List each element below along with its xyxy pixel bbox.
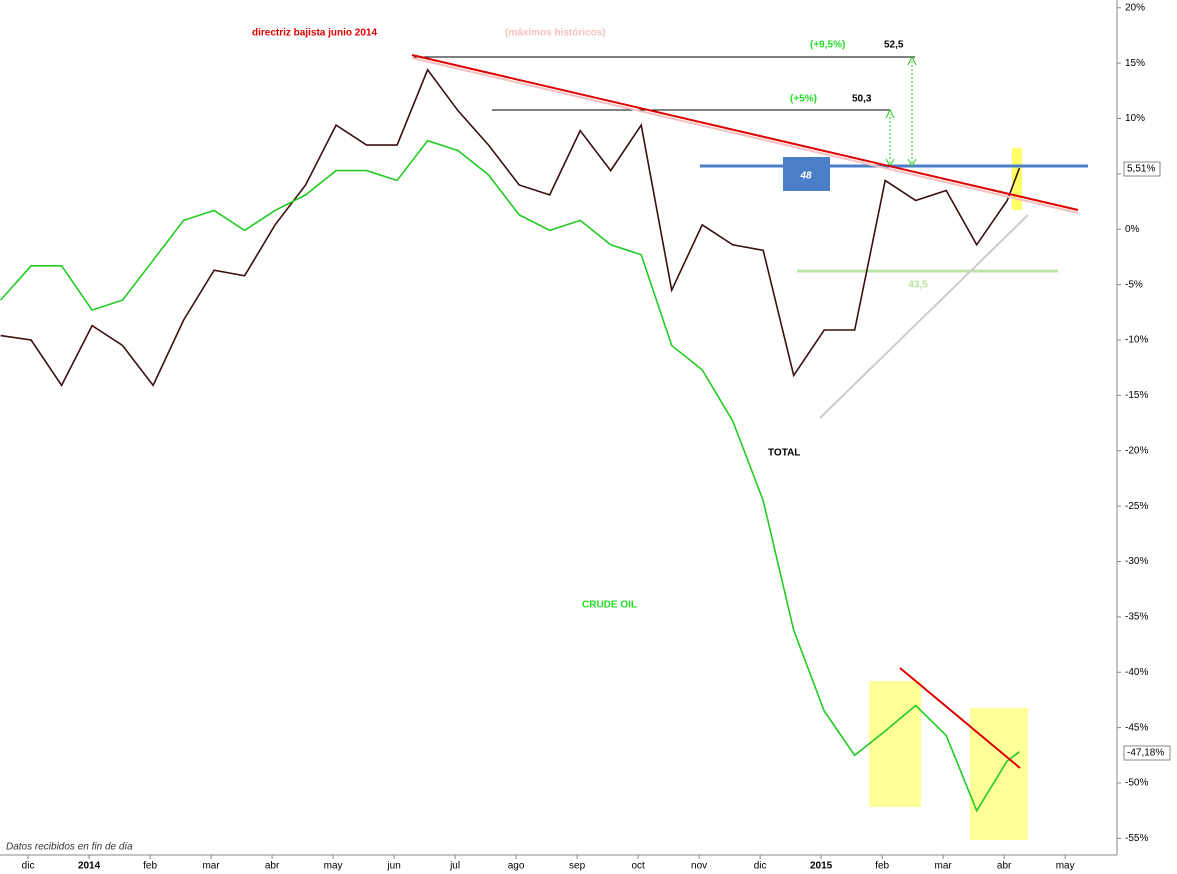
- highlight: [1012, 148, 1022, 210]
- label-box: [783, 157, 830, 191]
- y-tick-label: -45%: [1125, 722, 1148, 733]
- x-tick-label: 2015: [810, 861, 833, 872]
- y-tick-label: -40%: [1125, 667, 1148, 678]
- series-line: [0, 68, 1021, 387]
- x-tick-label: abr: [997, 861, 1012, 872]
- x-tick-label: may: [324, 861, 343, 872]
- y-tick-label: -30%: [1125, 556, 1148, 567]
- y-tick-label: -35%: [1125, 612, 1148, 623]
- y-tick-label: -15%: [1125, 390, 1148, 401]
- y-tick-label: -25%: [1125, 501, 1148, 512]
- y-tick-label: -20%: [1125, 445, 1148, 456]
- y-tick-label: -5%: [1125, 279, 1143, 290]
- x-tick-label: may: [1056, 861, 1075, 872]
- annotation: 43,5: [908, 280, 928, 291]
- last-value-box: [1123, 745, 1171, 761]
- y-tick-label: 10%: [1125, 113, 1145, 124]
- annotation: 48: [799, 171, 812, 182]
- series-label: CRUDE OIL: [582, 600, 637, 611]
- annotation: 50,3: [852, 94, 872, 105]
- trend-line: [411, 57, 1079, 214]
- annotation: (máximos históricos): [505, 28, 606, 39]
- x-tick-label: ago: [508, 861, 525, 872]
- x-tick-label: feb: [875, 861, 889, 872]
- arrow-head: [907, 55, 917, 66]
- arrow-head: [907, 158, 917, 168]
- x-tick-label: mar: [202, 861, 220, 872]
- annotation: 52,5: [884, 40, 904, 51]
- last-value-box: [1123, 161, 1161, 177]
- y-tick-label: -10%: [1125, 335, 1148, 346]
- trend-line: [411, 54, 1079, 211]
- series-line: [0, 139, 1020, 813]
- x-tick-label: abr: [265, 861, 280, 872]
- annotation: (+5%): [790, 94, 817, 105]
- x-tick-label: oct: [631, 861, 645, 872]
- y-tick-label: 20%: [1125, 2, 1145, 13]
- annotation: (+9,5%): [810, 40, 845, 51]
- x-tick-label: dic: [754, 861, 767, 872]
- footnote: Datos recibidos en fin de día: [6, 842, 133, 853]
- trend-line: [819, 214, 1029, 419]
- last-value-label: -47,18%: [1127, 748, 1164, 759]
- x-tick-label: jun: [386, 861, 400, 872]
- x-tick-label: nov: [691, 861, 707, 872]
- last-value-label: 5,51%: [1127, 164, 1155, 175]
- y-tick-label: -50%: [1125, 778, 1148, 789]
- y-tick-label: 0%: [1125, 224, 1140, 235]
- series-label: TOTAL: [768, 448, 800, 459]
- x-tick-label: sep: [569, 861, 586, 872]
- annotation: directriz bajista junio 2014: [252, 28, 377, 39]
- x-tick-label: jul: [449, 861, 460, 872]
- arrow-head: [885, 108, 895, 119]
- y-tick-label: 15%: [1125, 58, 1145, 69]
- y-tick-label: -55%: [1125, 833, 1148, 844]
- x-tick-label: dic: [22, 861, 35, 872]
- x-tick-label: feb: [143, 861, 157, 872]
- highlight: [869, 681, 921, 807]
- x-tick-label: mar: [935, 861, 953, 872]
- trend-line: [899, 667, 1021, 769]
- x-tick-label: 2014: [78, 861, 101, 872]
